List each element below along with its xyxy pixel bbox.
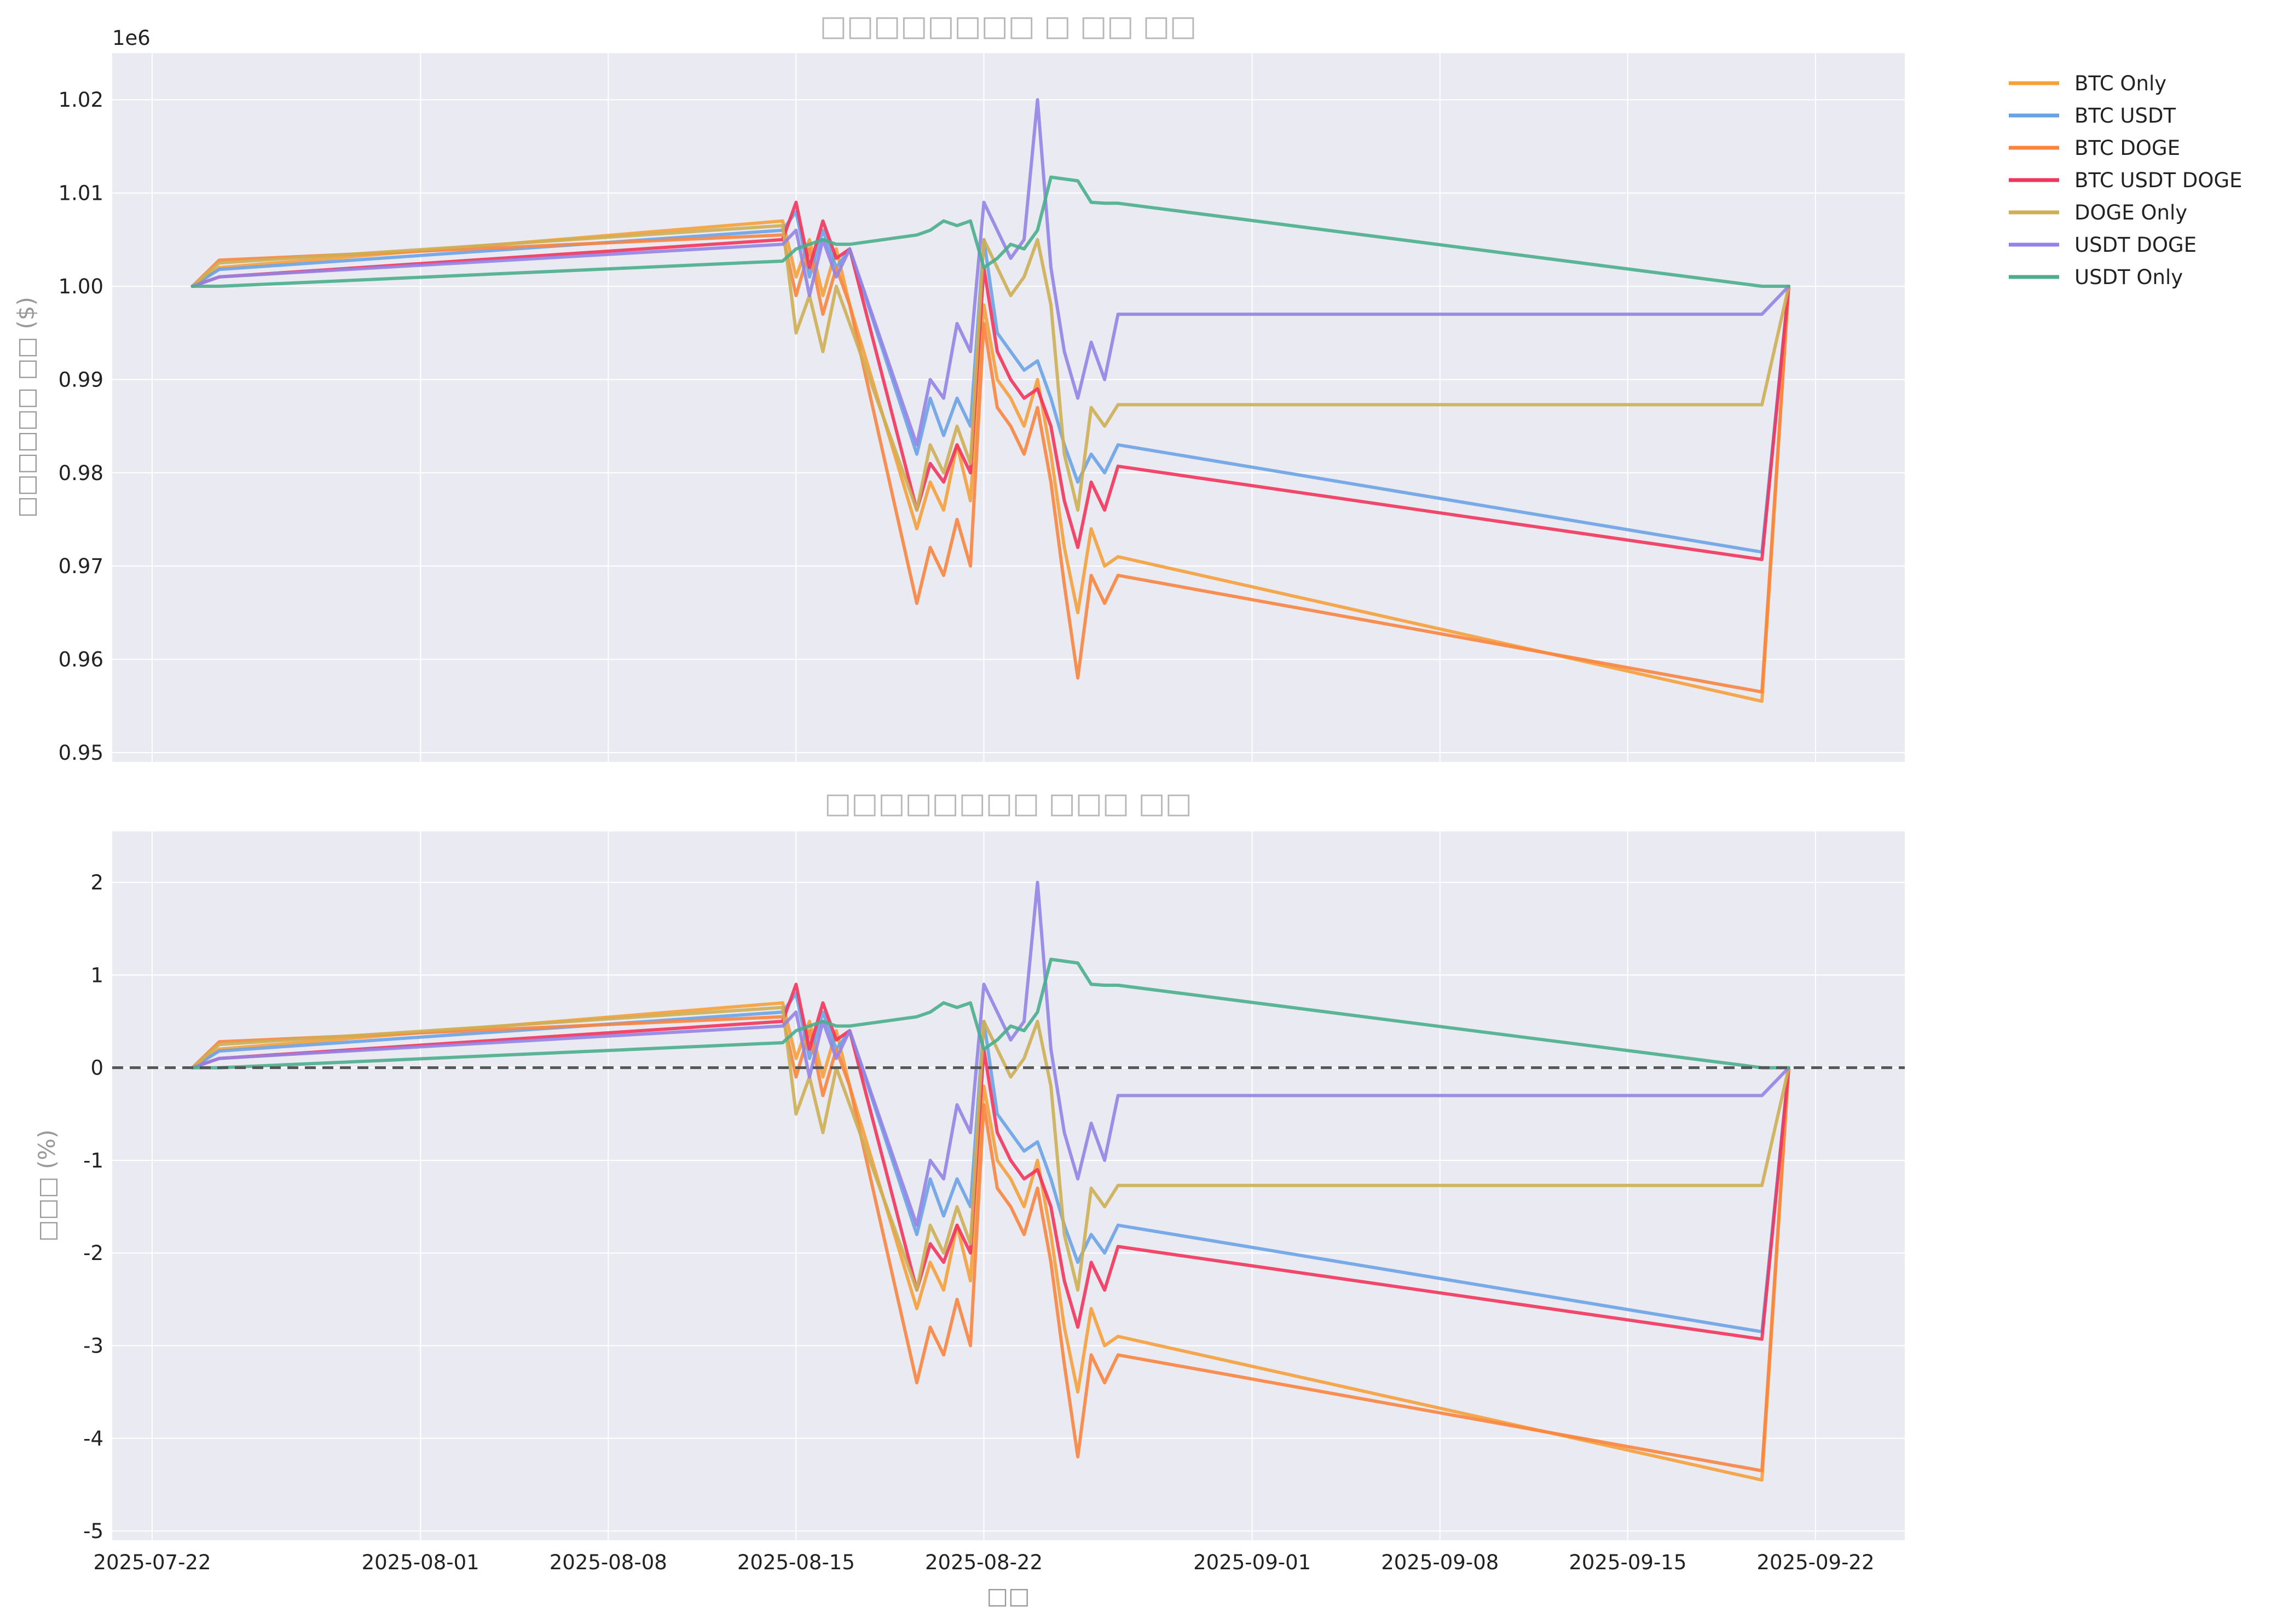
series-line-usdt-doge xyxy=(190,881,1790,1227)
y-tick-label: 1 xyxy=(90,963,103,987)
legend-label: USDT DOGE xyxy=(2074,233,2197,257)
legend-label: BTC DOGE xyxy=(2074,136,2180,160)
x-tick-label: 2025-08-01 xyxy=(362,1551,479,1574)
y-tick-label: 0.96 xyxy=(59,648,103,672)
y-tick-label: -2 xyxy=(83,1241,103,1265)
top-y-tick-labels: 0.95 0.96 0.97 0.98 0.99 1.00 1.01 1.02 xyxy=(59,88,103,765)
y-tick-label: -1 xyxy=(83,1149,103,1172)
bottom-x-axis-label: □□ xyxy=(986,1582,1030,1609)
y-tick-label: 1.00 xyxy=(59,275,103,298)
series-line-usdt-only xyxy=(190,175,1790,288)
legend-label: USDT Only xyxy=(2074,265,2183,289)
y-tick-label: 1.01 xyxy=(59,182,103,205)
top-offset-text: 1e6 xyxy=(112,26,151,50)
y-tick-label: -5 xyxy=(83,1519,103,1543)
y-tick-label: 0.98 xyxy=(59,461,103,485)
legend: BTC Only BTC USDT BTC DOGE BTC USDT DOGE DOG… xyxy=(2009,72,2242,289)
bottom-chart-title: □□□□□□□□ □□□ □□ xyxy=(824,787,1192,820)
legend-label: DOGE Only xyxy=(2074,201,2187,224)
x-tick-label: 2025-08-08 xyxy=(550,1551,667,1574)
y-tick-label: -4 xyxy=(83,1427,103,1450)
series-line-usdt-doge xyxy=(190,98,1790,447)
x-tick-label: 2025-08-15 xyxy=(737,1551,855,1574)
y-tick-label: -3 xyxy=(83,1334,103,1358)
top-y-axis-label: □□□□□□ □□ ($) xyxy=(13,297,39,518)
x-tick-label: 2025-08-22 xyxy=(925,1551,1043,1574)
bottom-y-tick-labels: -5 -4 -3 -2 -1 0 1 2 xyxy=(83,871,103,1543)
bottom-y-axis-label: □□□ (%) xyxy=(33,1129,60,1241)
x-tick-label: 2025-09-22 xyxy=(1756,1551,1874,1574)
y-tick-label: 0 xyxy=(90,1056,103,1080)
bottom-x-tick-labels: 2025-07-22 2025-08-01 2025-08-08 2025-08-15… xyxy=(93,1551,1874,1574)
y-tick-label: 0.97 xyxy=(59,554,103,578)
legend-label: BTC USDT xyxy=(2074,104,2176,128)
y-tick-label: 0.95 xyxy=(59,741,103,765)
legend-label: BTC USDT DOGE xyxy=(2074,169,2242,192)
x-tick-label: 2025-09-15 xyxy=(1569,1551,1686,1574)
x-tick-label: 2025-07-22 xyxy=(93,1551,211,1574)
y-tick-label: 2 xyxy=(90,871,103,894)
y-tick-label: 0.99 xyxy=(59,368,103,391)
series-line-doge-only xyxy=(190,1005,1790,1292)
bottom-series-lines xyxy=(112,881,1905,1482)
top-series-lines xyxy=(190,98,1790,703)
x-tick-label: 2025-09-08 xyxy=(1381,1551,1499,1574)
top-chart-title: □□□□□□□□ □ □□ □□ xyxy=(820,10,1197,43)
x-tick-label: 2025-09-01 xyxy=(1193,1551,1311,1574)
top-gridlines xyxy=(112,53,1905,762)
top-plot-area xyxy=(112,53,1905,762)
series-line-doge-only xyxy=(190,224,1790,512)
y-tick-label: 1.02 xyxy=(59,88,103,112)
legend-label: BTC Only xyxy=(2074,72,2166,95)
series-line-btc-only xyxy=(190,219,1790,703)
top-panel: 0.95 0.96 0.97 0.98 0.99 1.00 1.01 1.02 1e6 □□□… xyxy=(13,10,1905,765)
series-line-btc-only xyxy=(190,1001,1790,1482)
series-line-usdt-only xyxy=(190,957,1790,1070)
